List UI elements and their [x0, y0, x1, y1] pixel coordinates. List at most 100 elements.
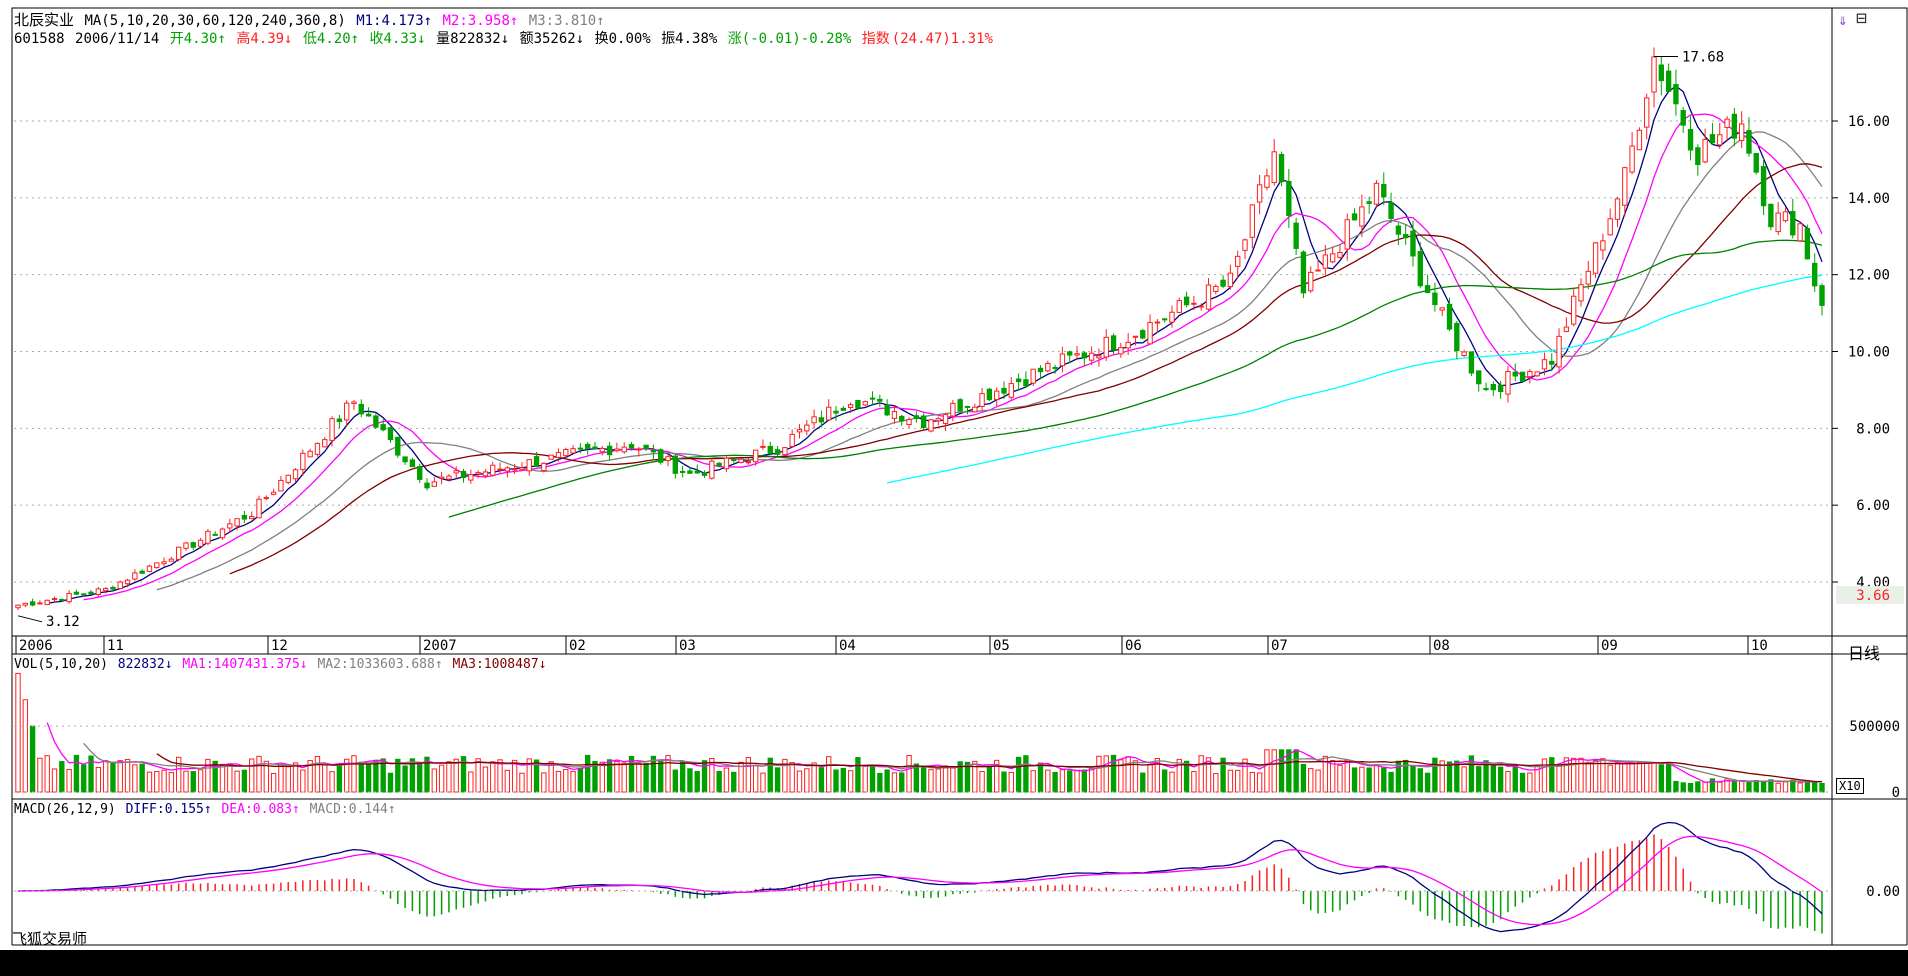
volume-bar	[395, 758, 401, 793]
candle-body	[577, 447, 584, 450]
candle-body	[1344, 219, 1350, 250]
volume-bar	[1812, 781, 1818, 793]
candle-body	[1395, 225, 1402, 235]
candle-body	[1249, 204, 1255, 238]
volume-bar	[336, 764, 343, 793]
volume-bar	[1753, 780, 1759, 793]
volume-bar	[314, 755, 321, 793]
candle-body	[891, 411, 898, 419]
volume-bar	[292, 762, 299, 793]
candle-body	[256, 498, 262, 519]
candle-body	[504, 467, 511, 472]
candle-body	[1804, 228, 1811, 260]
candle-body	[723, 457, 730, 470]
candle-body	[1600, 240, 1606, 251]
candle-body	[913, 415, 920, 420]
candle-body	[1622, 167, 1628, 206]
candle-body	[468, 474, 474, 481]
volume-bar	[446, 761, 452, 793]
candle-body	[906, 419, 912, 426]
candle-body	[1746, 130, 1752, 154]
volume-bar	[51, 768, 58, 793]
candle-body	[1388, 202, 1394, 220]
candle-body	[606, 445, 613, 456]
volume-bar	[278, 764, 284, 793]
candle-body	[1067, 351, 1073, 356]
candle-body	[1585, 270, 1591, 285]
volume-bar	[884, 769, 890, 793]
period-label[interactable]: 日线	[1848, 644, 1881, 663]
volume-header: VOL(5,10,20) 822832↓ MA1:1407431.375↓ MA…	[14, 657, 548, 673]
candle-body	[387, 427, 394, 441]
candle-body	[1819, 285, 1825, 306]
index-label: 指数	[861, 31, 890, 47]
calendar-icon[interactable]: ⊟	[1856, 8, 1867, 29]
candle-body	[132, 572, 138, 580]
volume-bar	[241, 769, 248, 793]
volume-bar	[1198, 755, 1204, 793]
candle-body	[1008, 383, 1014, 398]
candle-body	[197, 539, 204, 547]
download-arrow-icon[interactable]: ⇓	[1838, 10, 1848, 29]
volume-bar	[1768, 779, 1774, 793]
volume-bar	[1665, 764, 1672, 793]
volume-bar	[1359, 766, 1365, 793]
candle-body	[497, 468, 503, 471]
price-tick-label: 14.00	[1848, 191, 1890, 207]
candle-body	[29, 601, 36, 606]
turnover-value: 换0.00%	[594, 31, 651, 47]
volume-bar	[1446, 761, 1453, 793]
candle-body	[219, 528, 226, 539]
candle-body	[1052, 366, 1058, 369]
candle-body	[774, 449, 781, 455]
price-tick-label: 16.00	[1848, 114, 1890, 130]
volume-bar	[256, 755, 262, 793]
volume-bar	[1585, 761, 1591, 793]
volume-bar	[1410, 764, 1416, 793]
candle-body	[840, 407, 846, 411]
volume-bar	[212, 760, 218, 793]
candle-body	[1790, 210, 1796, 236]
candle-body	[1359, 206, 1365, 227]
candle-body	[446, 475, 452, 480]
volume-bar	[380, 758, 386, 793]
candle-body	[37, 602, 43, 605]
candle-body	[701, 472, 708, 476]
volume-bar	[745, 756, 752, 793]
volume-bar	[548, 761, 554, 793]
volume-bar	[417, 762, 423, 793]
volume-bar	[468, 771, 474, 793]
volume-bar	[66, 768, 72, 793]
candle-body	[942, 414, 949, 424]
volume-bar	[636, 763, 642, 793]
volume-bar	[563, 768, 569, 793]
candle-body	[964, 405, 971, 409]
bottom-bar	[0, 950, 1908, 976]
candle-body	[322, 439, 328, 448]
volume-bar	[227, 763, 233, 793]
volume-bar	[1322, 755, 1329, 793]
macd-title: MACD(26,12,9)	[14, 802, 116, 817]
candle-body	[292, 469, 299, 480]
candle-body	[409, 459, 416, 468]
volume-bar	[1819, 782, 1825, 793]
vol-ma3: MA3:1008487↓	[452, 657, 547, 672]
candle-body	[59, 599, 65, 602]
volume-bar	[687, 768, 693, 793]
volume-bar	[1388, 771, 1394, 793]
candle-body	[1483, 388, 1489, 391]
volume-bar	[782, 758, 788, 793]
candle-body	[738, 458, 744, 463]
volume-bar	[679, 761, 686, 793]
candle-body	[1110, 335, 1117, 351]
volume-bar	[1344, 759, 1350, 793]
volume-bar	[81, 764, 87, 793]
candle-body	[928, 419, 934, 432]
volume-bar	[322, 764, 328, 793]
macd-dea: DEA:0.083↑	[221, 802, 300, 817]
candle-body	[1373, 182, 1380, 205]
volume-bar	[847, 770, 854, 793]
volume-bar	[1760, 780, 1767, 793]
candle-body	[336, 418, 343, 423]
